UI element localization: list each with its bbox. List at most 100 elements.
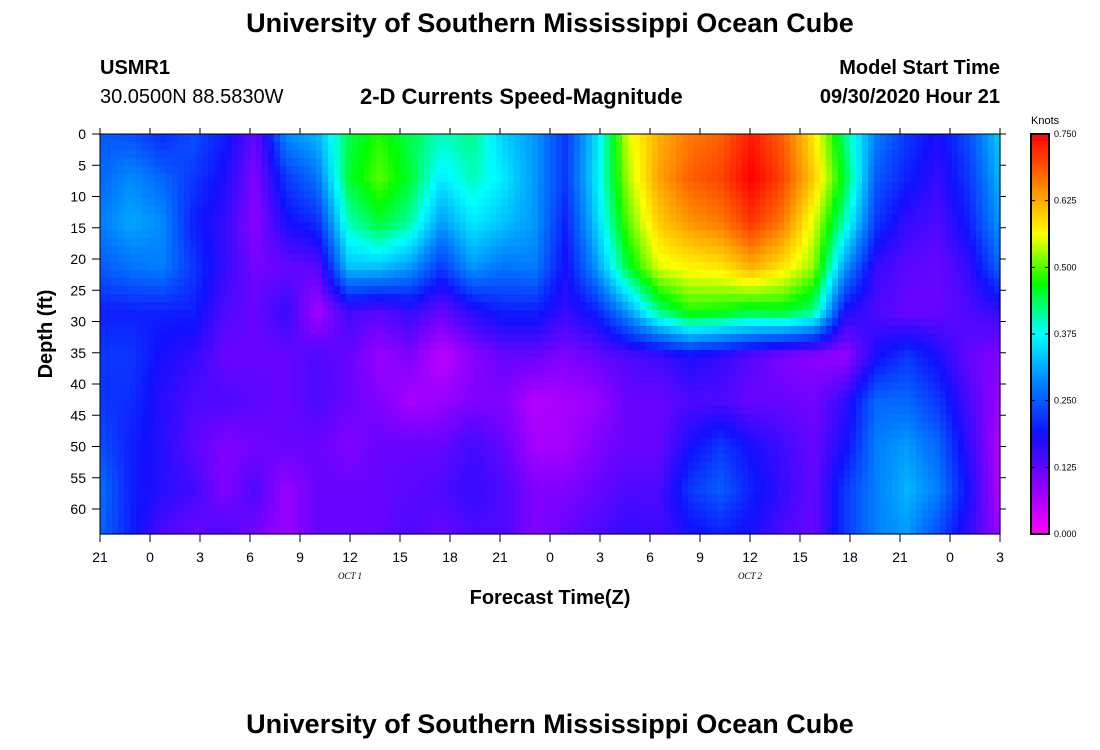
heatmap-cell	[346, 470, 353, 479]
heatmap-cell	[340, 462, 347, 471]
heatmap-cell	[172, 262, 179, 271]
heatmap-cell	[550, 462, 557, 471]
heatmap-cell	[520, 518, 527, 527]
heatmap-cell	[256, 326, 263, 335]
heatmap-cell	[394, 446, 401, 455]
heatmap-cell	[364, 350, 371, 359]
heatmap-cell	[298, 222, 305, 231]
heatmap-cell	[640, 422, 647, 431]
heatmap-cell	[520, 502, 527, 511]
heatmap-cell	[412, 526, 419, 535]
heatmap-cell	[628, 422, 635, 431]
heatmap-cell	[112, 358, 119, 367]
heatmap-cell	[190, 286, 197, 295]
heatmap-cell	[280, 198, 287, 207]
heatmap-cell	[340, 366, 347, 375]
heatmap-cell	[490, 478, 497, 487]
heatmap-cell	[556, 366, 563, 375]
heatmap-cell	[196, 390, 203, 399]
heatmap-cell	[340, 334, 347, 343]
heatmap-cell	[424, 430, 431, 439]
heatmap-cell	[616, 486, 623, 495]
heatmap-cell	[466, 174, 473, 183]
heatmap-cell	[298, 478, 305, 487]
heatmap-cell	[406, 470, 413, 479]
heatmap-cell	[160, 142, 167, 151]
heatmap-cell	[412, 190, 419, 199]
heatmap-cell	[178, 518, 185, 527]
heatmap-cell	[544, 246, 551, 255]
heatmap-cell	[688, 310, 695, 319]
heatmap-cell	[496, 286, 503, 295]
heatmap-cell	[442, 198, 449, 207]
heatmap-cell	[112, 486, 119, 495]
heatmap-cell	[676, 134, 683, 143]
heatmap-cell	[184, 294, 191, 303]
heatmap-cell	[268, 246, 275, 255]
heatmap-cell	[406, 486, 413, 495]
heatmap-cell	[598, 342, 605, 351]
heatmap-cell	[364, 398, 371, 407]
heatmap-cell	[178, 310, 185, 319]
heatmap-cell	[136, 334, 143, 343]
heatmap-cell	[418, 494, 425, 503]
heatmap-cell	[634, 262, 641, 271]
heatmap-cell	[652, 390, 659, 399]
heatmap-cell	[280, 502, 287, 511]
heatmap-cell	[394, 142, 401, 151]
heatmap-cell	[550, 390, 557, 399]
heatmap-cell	[652, 430, 659, 439]
heatmap-cell	[436, 142, 443, 151]
heatmap-cell	[370, 430, 377, 439]
heatmap-cell	[430, 398, 437, 407]
heatmap-cell	[682, 470, 689, 479]
heatmap-cell	[250, 214, 257, 223]
heatmap-cell	[250, 182, 257, 191]
heatmap-cell	[322, 318, 329, 327]
heatmap-cell	[460, 494, 467, 503]
heatmap-cell	[400, 198, 407, 207]
heatmap-cell	[550, 422, 557, 431]
heatmap-cell	[682, 246, 689, 255]
heatmap-cell	[586, 278, 593, 287]
heatmap-cell	[520, 382, 527, 391]
heatmap-cell	[406, 278, 413, 287]
heatmap-cell	[202, 462, 209, 471]
heatmap-cell	[172, 502, 179, 511]
heatmap-cell	[682, 310, 689, 319]
heatmap-cell	[178, 246, 185, 255]
heatmap-cell	[412, 142, 419, 151]
heatmap-cell	[274, 486, 281, 495]
heatmap-cell	[286, 470, 293, 479]
heatmap-cell	[136, 494, 143, 503]
heatmap-cell	[556, 462, 563, 471]
heatmap-cell	[610, 350, 617, 359]
heatmap-cell	[106, 518, 113, 527]
heatmap-cell	[238, 454, 245, 463]
heatmap-cell	[124, 198, 131, 207]
heatmap-cell	[424, 526, 431, 535]
heatmap-cell	[442, 342, 449, 351]
heatmap-cell	[148, 262, 155, 271]
heatmap-cell	[346, 390, 353, 399]
heatmap-cell	[634, 270, 641, 279]
heatmap-cell	[196, 182, 203, 191]
heatmap-cell	[136, 414, 143, 423]
heatmap-cell	[268, 502, 275, 511]
heatmap-cell	[136, 134, 143, 143]
heatmap-cell	[106, 414, 113, 423]
heatmap-cell	[160, 302, 167, 311]
heatmap-cell	[688, 230, 695, 239]
heatmap-cell	[544, 326, 551, 335]
heatmap-cell	[352, 342, 359, 351]
heatmap-cell	[118, 438, 125, 447]
heatmap-cell	[478, 166, 485, 175]
heatmap-cell	[538, 158, 545, 167]
heatmap-cell	[208, 230, 215, 239]
heatmap-cell	[340, 390, 347, 399]
heatmap-cell	[286, 478, 293, 487]
heatmap-cell	[340, 150, 347, 159]
heatmap-cell	[406, 270, 413, 279]
heatmap-cell	[682, 302, 689, 311]
heatmap-cell	[274, 358, 281, 367]
